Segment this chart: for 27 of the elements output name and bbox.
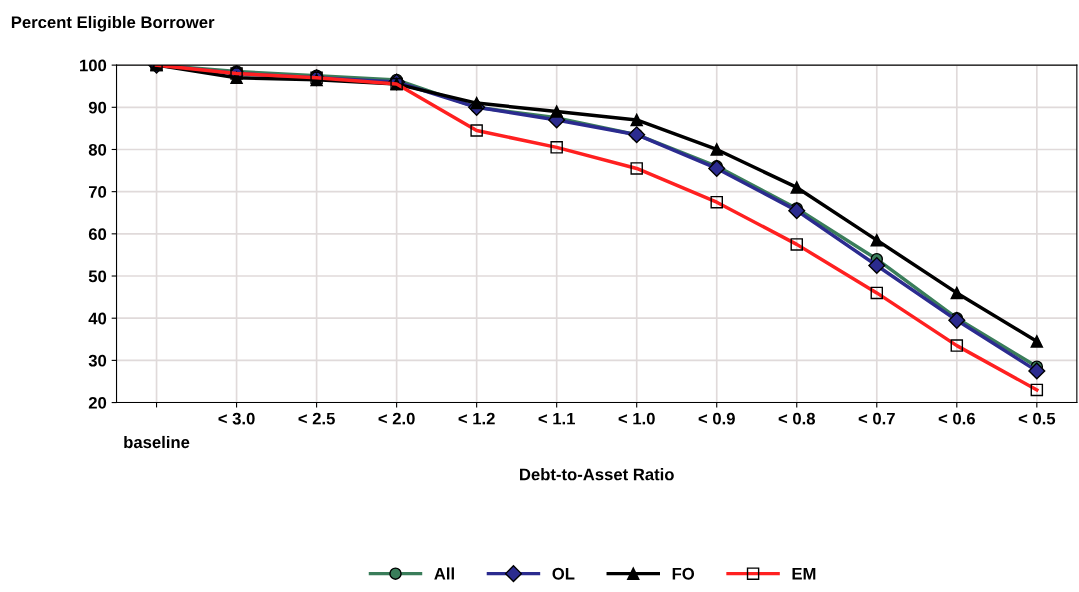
legend-label: All bbox=[434, 567, 454, 580]
x-tick-label: < 0.6 bbox=[938, 412, 975, 425]
y-tick-label: 60 bbox=[88, 228, 107, 241]
y-tick-label: 80 bbox=[88, 143, 107, 156]
legend-label: OL bbox=[552, 567, 575, 580]
legend-label: EM bbox=[792, 568, 816, 580]
x-tick-label: < 2.5 bbox=[298, 412, 335, 425]
y-tick-label: 20 bbox=[88, 396, 107, 409]
x-tick-label: < 3.0 bbox=[218, 412, 255, 425]
x-tick-label: < 0.5 bbox=[1018, 412, 1056, 425]
y-axis-title: Percent Eligible Borrower bbox=[11, 15, 215, 32]
y-tick-label: 50 bbox=[88, 270, 107, 283]
x-axis-title: Debt-to-Asset Ratio bbox=[520, 468, 674, 481]
y-tick-label: 90 bbox=[88, 101, 107, 114]
y-tick-label: 30 bbox=[88, 354, 107, 367]
x-tick-label: baseline bbox=[124, 435, 190, 449]
x-tick-label: < 0.9 bbox=[698, 412, 735, 425]
x-tick-label: < 1.1 bbox=[538, 412, 575, 425]
x-tick-label: < 2.0 bbox=[378, 412, 415, 425]
y-tick-label: 70 bbox=[88, 186, 107, 198]
x-tick-label: < 0.7 bbox=[858, 412, 895, 425]
x-tick-label: < 1.0 bbox=[618, 412, 655, 425]
x-tick-label: < 0.8 bbox=[778, 412, 816, 425]
y-tick-label: 40 bbox=[88, 312, 107, 325]
y-tick-label: 100 bbox=[80, 59, 107, 72]
legend-label: FO bbox=[672, 567, 695, 580]
x-tick-label: < 1.2 bbox=[458, 412, 495, 425]
